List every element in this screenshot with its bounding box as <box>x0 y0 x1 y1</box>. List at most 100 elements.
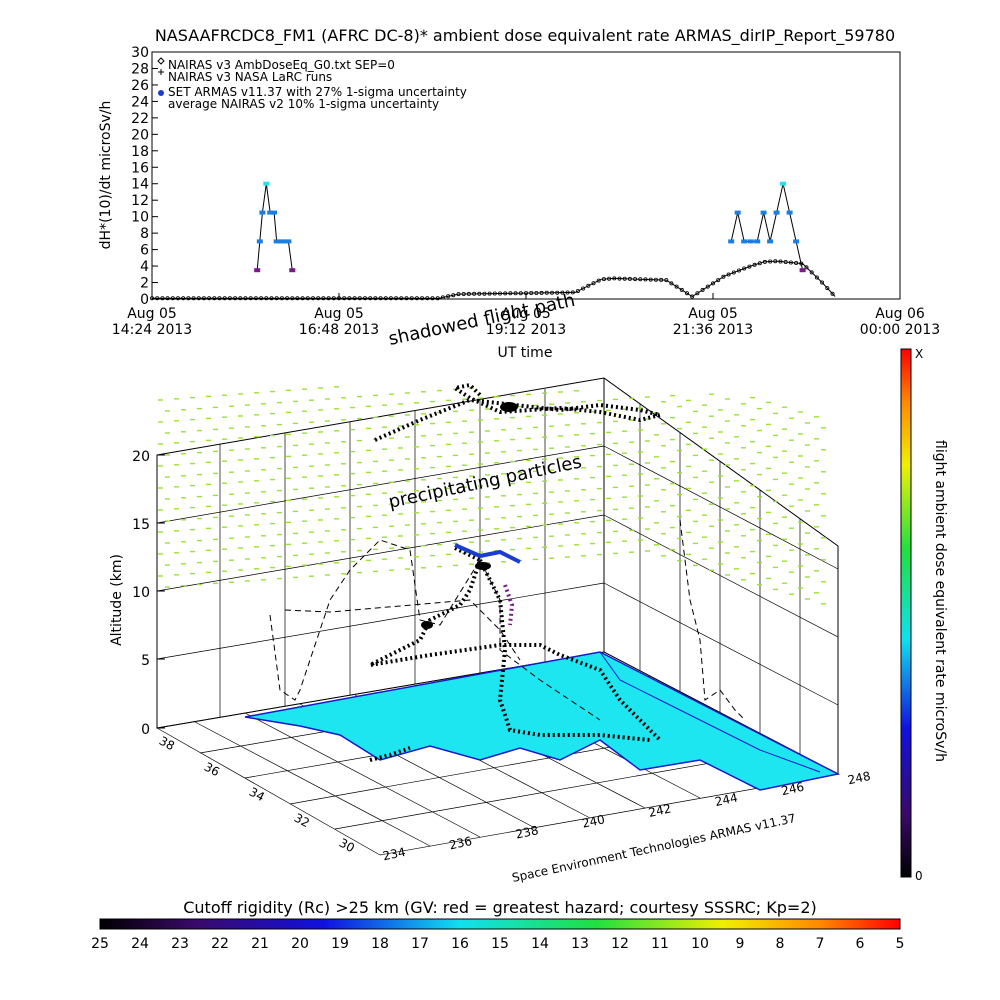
legend-entry-1: NAIRAS v3 AmbDoseEq_G0.txt SEP=0 <box>168 58 395 72</box>
series-point-nairas <box>513 291 518 296</box>
rigidity-tick-label: 15 <box>491 936 509 952</box>
series-point-nairas <box>472 291 477 296</box>
y-tick-label: 22 <box>131 111 149 127</box>
series-point-nairas <box>721 274 726 279</box>
series-point-nairas <box>503 291 508 296</box>
series-point-nairas <box>175 296 180 301</box>
series-point-nairas <box>259 296 264 301</box>
z-tick-label: 15 <box>132 517 150 533</box>
series-point-nairas <box>762 259 767 264</box>
series-point-nairas <box>461 291 466 296</box>
series-point-nairas <box>752 262 757 267</box>
series-point-armas <box>728 239 735 244</box>
series-point-nairas <box>497 291 502 296</box>
shadowed-flight-path <box>269 519 746 721</box>
series-point-nairas <box>290 296 295 301</box>
series-point-nairas <box>711 281 716 286</box>
flight-track <box>369 382 662 762</box>
series-point-nairas <box>331 296 336 301</box>
series-point-nairas <box>368 296 373 301</box>
series-point-armas <box>271 210 278 215</box>
series-point-nairas <box>466 291 471 296</box>
rigidity-tick-label: 5 <box>896 936 905 952</box>
series-point-nairas <box>731 270 736 275</box>
series-point-nairas <box>181 296 186 301</box>
y-tick-label: 12 <box>131 193 149 209</box>
map-surface <box>244 651 841 791</box>
series-point-nairas <box>217 296 222 301</box>
rigidity-tick-label: 6 <box>856 936 865 952</box>
lon-tick-label: 244 <box>714 791 739 809</box>
series-point-nairas <box>300 296 305 301</box>
series-point-nairas <box>653 277 658 282</box>
x-tick-time: 00:00 2013 <box>860 322 940 338</box>
series-point-nairas <box>238 296 243 301</box>
series-point-nairas <box>196 296 201 301</box>
series-point-nairas <box>596 278 601 283</box>
rigidity-tick-label: 17 <box>411 936 429 952</box>
rigidity-tick-label: 24 <box>131 936 149 952</box>
series-point-nairas <box>160 296 165 301</box>
series-point-nairas <box>201 296 206 301</box>
series-point-nairas <box>451 293 456 298</box>
series-point-nairas <box>679 287 684 292</box>
series-point-nairas <box>674 284 679 289</box>
series-point-armas <box>754 239 761 244</box>
x-tick-time: 14:24 2013 <box>112 322 192 338</box>
series-line-armas <box>730 183 804 271</box>
series-group <box>149 181 836 301</box>
series-point-nairas <box>685 291 690 296</box>
series-point-nairas <box>170 296 175 301</box>
series-point-nairas <box>508 291 513 296</box>
series-point-nairas <box>274 296 279 301</box>
rigidity-tick-label: 7 <box>816 936 825 952</box>
dose-colorbar-bottom-label: 0 <box>915 869 923 883</box>
series-point-nairas <box>378 296 383 301</box>
x-tick-date: Aug 06 <box>875 306 925 322</box>
series-point-nairas <box>830 291 835 296</box>
series-point-nairas <box>446 294 451 299</box>
flight-marker <box>500 402 518 412</box>
lon-tick-label: 240 <box>581 812 606 830</box>
rigidity-tick-label: 14 <box>531 936 549 952</box>
series-point-nairas <box>560 290 565 295</box>
legend-marker-plus <box>158 69 164 75</box>
series-point-nairas <box>248 296 253 301</box>
series-point-nairas <box>747 264 752 269</box>
series-point-nairas <box>482 291 487 296</box>
chart-title: NASAAFRCDC8_FM1 (AFRC DC-8)* ambient dos… <box>155 26 895 46</box>
rigidity-tick-label: 13 <box>571 936 589 952</box>
longitude-axis-ticks: 234 236 238 240 242 244 246 248 <box>382 769 872 863</box>
series-point-nairas <box>705 284 710 289</box>
series-point-armas <box>741 239 748 244</box>
series-point-armas <box>799 268 806 273</box>
y-tick-label: 14 <box>131 177 149 193</box>
lat-tick-label: 38 <box>157 734 177 754</box>
flight-3d-view: shadowed flight path precipitating parti… <box>109 290 872 885</box>
lon-tick-label: 246 <box>780 780 805 798</box>
series-point-armas <box>734 210 741 215</box>
y-tick-label: 10 <box>131 210 149 226</box>
series-point-nairas <box>321 296 326 301</box>
rigidity-colorbar-gradient <box>99 918 901 930</box>
series-point-armas <box>289 268 296 273</box>
altitude-axis-ticks: 0 5 10 15 20 <box>132 449 165 738</box>
y-tick-label: 30 <box>131 45 149 61</box>
series-point-nairas <box>617 276 622 281</box>
series-point-nairas <box>586 283 591 288</box>
x-tick-time: 19:12 2013 <box>486 322 566 338</box>
rigidity-tick-label: 9 <box>736 936 745 952</box>
series-point-nairas <box>716 278 721 283</box>
series-point-nairas <box>591 281 596 286</box>
series-point-nairas <box>477 291 482 296</box>
series-point-nairas <box>326 296 331 301</box>
series-point-nairas <box>409 296 414 301</box>
x-tick-date: Aug 05 <box>688 306 738 322</box>
series-point-nairas <box>227 296 232 301</box>
rigidity-colorbar: Cutoff rigidity (Rc) >25 km (GV: red = g… <box>91 898 904 952</box>
series-point-nairas <box>357 296 362 301</box>
series-point-nairas <box>362 296 367 301</box>
series-point-nairas <box>347 296 352 301</box>
series-line-armas <box>256 183 293 271</box>
lat-tick-label: 30 <box>337 836 357 856</box>
